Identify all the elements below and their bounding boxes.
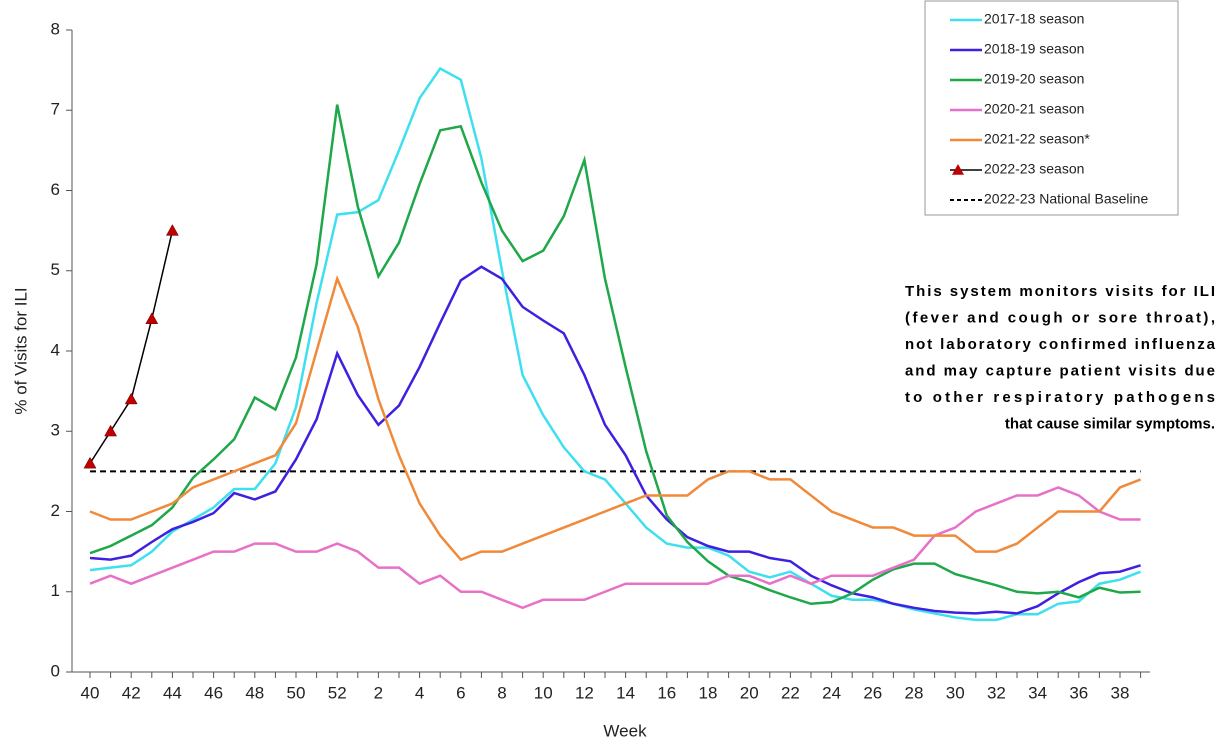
legend-label: 2017-18 season [984, 11, 1084, 27]
series-line [89, 265, 1141, 615]
x-tick-label: 30 [946, 683, 965, 702]
annotation-line: and may capture patient visits due [905, 362, 1215, 379]
y-tick-label: 3 [51, 421, 60, 440]
y-axis-label: % of Visits for ILI [11, 287, 30, 414]
y-tick-label: 5 [51, 260, 60, 279]
x-tick-label: 28 [905, 683, 924, 702]
y-tick-label: 4 [51, 340, 60, 359]
x-tick-label: 10 [534, 683, 553, 702]
annotation-line: (fever and cough or sore throat), [905, 309, 1215, 326]
x-tick-label: 4 [415, 683, 424, 702]
x-tick-label: 48 [245, 683, 264, 702]
legend-label: 2020-21 season [984, 101, 1084, 117]
annotation-line: to other respiratory pathogens [905, 389, 1215, 406]
annotation-line: not laboratory confirmed influenza [905, 336, 1216, 353]
x-tick-label: 2 [374, 683, 383, 702]
x-tick-label: 6 [456, 683, 465, 702]
y-tick-label: 6 [51, 180, 60, 199]
x-tick-label: 32 [987, 683, 1006, 702]
y-tick-label: 8 [51, 19, 60, 38]
y-tick-label: 2 [51, 501, 60, 520]
legend-label: 2021-22 season* [984, 131, 1090, 147]
x-tick-label: 26 [863, 683, 882, 702]
x-tick-label: 18 [699, 683, 718, 702]
x-tick-label: 20 [740, 683, 759, 702]
x-tick-label: 36 [1069, 683, 1088, 702]
series-line [89, 104, 1141, 606]
series-marker [83, 456, 97, 469]
series-line [89, 66, 1142, 622]
legend-label: 2022-23 National Baseline [984, 191, 1148, 207]
x-tick-label: 52 [328, 683, 347, 702]
x-tick-label: 46 [204, 683, 223, 702]
legend-marker [952, 164, 964, 175]
x-tick-label: 24 [822, 683, 841, 702]
y-tick-label: 0 [51, 661, 60, 680]
annotation-line: This system monitors visits for ILI [905, 283, 1215, 300]
x-tick-label: 42 [122, 683, 141, 702]
legend-label: 2022-23 season [984, 161, 1084, 177]
series-marker [104, 424, 118, 437]
x-tick-label: 34 [1028, 683, 1047, 702]
legend-label: 2019-20 season [984, 71, 1084, 87]
x-tick-label: 8 [497, 683, 506, 702]
x-tick-label: 40 [81, 683, 100, 702]
series-marker [124, 392, 138, 405]
x-tick-label: 12 [575, 683, 594, 702]
series-marker [165, 224, 179, 236]
legend-box [924, 0, 1179, 216]
y-tick-label: 1 [51, 581, 60, 600]
x-tick-label: 38 [1111, 683, 1130, 702]
x-tick-label: 44 [163, 683, 182, 702]
series-line [89, 230, 174, 464]
x-tick-label: 50 [287, 683, 306, 702]
x-tick-label: 14 [616, 683, 635, 702]
x-axis-label: Week [603, 721, 647, 740]
annotation-line: that cause similar symptoms. [1005, 415, 1215, 432]
legend-label: 2018-19 season [984, 41, 1084, 57]
series-line [89, 275, 1142, 562]
series-line [89, 486, 1141, 610]
x-tick-label: 16 [657, 683, 676, 702]
series-marker [145, 312, 159, 324]
x-tick-label: 22 [781, 683, 800, 702]
y-tick-label: 7 [51, 100, 60, 119]
